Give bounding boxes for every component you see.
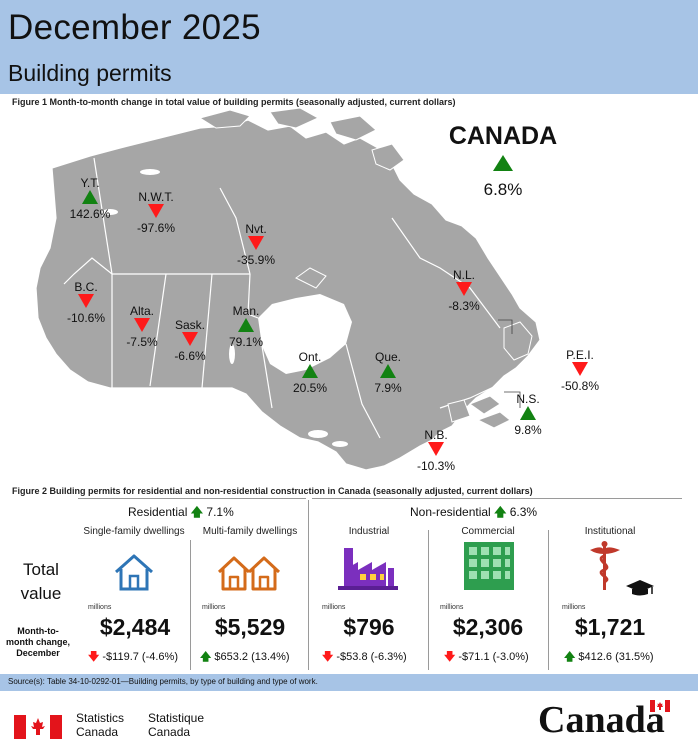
value-commercial: $2,306 bbox=[452, 614, 524, 640]
canada-flag-icon bbox=[14, 715, 62, 739]
province-sask: Sask. -6.6% bbox=[174, 318, 206, 363]
up-triangle-icon bbox=[520, 406, 536, 420]
up-triangle-icon bbox=[380, 364, 396, 378]
down-triangle-icon bbox=[456, 282, 472, 296]
down-triangle-icon bbox=[182, 332, 198, 346]
column-label-institutional: Institutional bbox=[584, 526, 636, 537]
down-triangle-icon bbox=[248, 236, 264, 250]
unit-label: millions bbox=[202, 604, 226, 611]
down-triangle-icon bbox=[134, 318, 150, 332]
wordmark-flag-icon bbox=[650, 700, 670, 712]
agency-name-en: Statistics Canada bbox=[76, 711, 125, 739]
province-ns: N.S. 9.8% bbox=[514, 392, 542, 437]
unit-label: millions bbox=[440, 604, 464, 611]
column-label-multi: Multi-family dwellings bbox=[202, 526, 298, 537]
province-nl: N.L. -8.3% bbox=[448, 268, 480, 313]
agency-name-fr: Statistique Canada bbox=[148, 711, 205, 739]
divider bbox=[78, 498, 306, 499]
divider bbox=[308, 500, 309, 670]
source-note: Source(s): Table 34-10-0292-01—Building … bbox=[0, 674, 698, 691]
unit-label: millions bbox=[322, 604, 346, 611]
column-label-single: Single-family dwellings bbox=[83, 526, 185, 537]
callout-lines bbox=[498, 319, 521, 408]
header-banner: December 2025 Building permits bbox=[0, 0, 698, 94]
province-pei: P.E.I. -50.8% bbox=[560, 348, 600, 393]
residential-group-header: Residential 🡅 7.1% bbox=[128, 505, 234, 519]
arrow-down-icon: 🡇 bbox=[88, 651, 100, 663]
canada-total: CANADA 6.8% bbox=[448, 122, 558, 199]
page-title: December 2025 bbox=[8, 8, 261, 47]
column-label-commercial: Commercial bbox=[461, 526, 515, 537]
province-borders bbox=[63, 157, 501, 439]
house-icon bbox=[115, 554, 153, 591]
arrow-up-icon: 🡅 bbox=[494, 505, 507, 519]
province-alta: Alta. -7.5% bbox=[126, 304, 158, 349]
province-nvt: Nvt. -35.9% bbox=[236, 222, 276, 267]
value-single: $2,484 bbox=[99, 614, 171, 640]
change-institutional: 🡅 $412.6 (31.5%) bbox=[564, 651, 654, 663]
hudson-bay bbox=[258, 294, 352, 374]
value-industrial: $796 bbox=[343, 614, 395, 640]
row-label-monthly-change: Month-to-month change, December bbox=[6, 626, 71, 658]
atlantic-provinces bbox=[447, 321, 533, 429]
unit-label: millions bbox=[88, 604, 112, 611]
arrow-up-icon: 🡅 bbox=[190, 505, 204, 519]
arctic-islands bbox=[198, 108, 405, 289]
up-triangle-icon bbox=[493, 155, 513, 171]
province-yt: Y.T. 142.6% bbox=[69, 176, 111, 221]
province-bc: B.C. -10.6% bbox=[66, 280, 106, 325]
province-ont: Ont. 20.5% bbox=[292, 350, 328, 395]
province-nb: N.B. -10.3% bbox=[416, 428, 456, 473]
province-nwt: N.W.T. -97.6% bbox=[136, 190, 176, 235]
row-label-total-value: Total value bbox=[20, 560, 62, 603]
great-lakes bbox=[102, 169, 348, 447]
change-commercial: 🡇 -$71.1 (-3.0%) bbox=[444, 651, 529, 663]
change-single: 🡇 -$119.7 (-4.6%) bbox=[88, 651, 178, 663]
divider bbox=[548, 530, 549, 670]
arrow-down-icon: 🡇 bbox=[322, 651, 334, 663]
up-triangle-icon bbox=[82, 190, 98, 204]
up-triangle-icon bbox=[238, 318, 254, 332]
unit-label: millions bbox=[562, 604, 586, 611]
change-industrial: 🡇 -$53.8 (-6.3%) bbox=[322, 651, 407, 663]
up-triangle-icon bbox=[302, 364, 318, 378]
province-que: Que. 7.9% bbox=[374, 350, 402, 395]
arrow-down-icon: 🡇 bbox=[444, 651, 456, 663]
down-triangle-icon bbox=[572, 362, 588, 376]
canada-wordmark: Canada bbox=[538, 699, 665, 741]
caduceus-graduation-cap-icon bbox=[590, 541, 654, 596]
arrow-up-icon: 🡅 bbox=[564, 651, 576, 663]
value-institutional: $1,721 bbox=[574, 614, 646, 640]
column-label-industrial: Industrial bbox=[348, 526, 390, 537]
province-man: Man. 79.1% bbox=[228, 304, 264, 349]
down-triangle-icon bbox=[78, 294, 94, 308]
value-multi: $5,529 bbox=[214, 614, 286, 640]
down-triangle-icon bbox=[148, 204, 164, 218]
arrow-up-icon: 🡅 bbox=[200, 651, 212, 663]
two-houses-icon bbox=[217, 556, 281, 591]
figure1-caption: Figure 1 Month-to-month change in total … bbox=[12, 97, 456, 107]
down-triangle-icon bbox=[428, 442, 444, 456]
divider bbox=[312, 498, 682, 499]
page-subtitle: Building permits bbox=[8, 60, 172, 86]
office-building-icon bbox=[464, 542, 514, 590]
change-multi: 🡅 $653.2 (13.4%) bbox=[200, 651, 290, 663]
divider bbox=[190, 540, 191, 670]
figure2-caption: Figure 2 Building permits for residentia… bbox=[12, 486, 533, 496]
factory-icon bbox=[338, 548, 398, 590]
non-residential-group-header: Non-residential 🡅 6.3% bbox=[410, 505, 538, 519]
divider bbox=[428, 530, 429, 670]
